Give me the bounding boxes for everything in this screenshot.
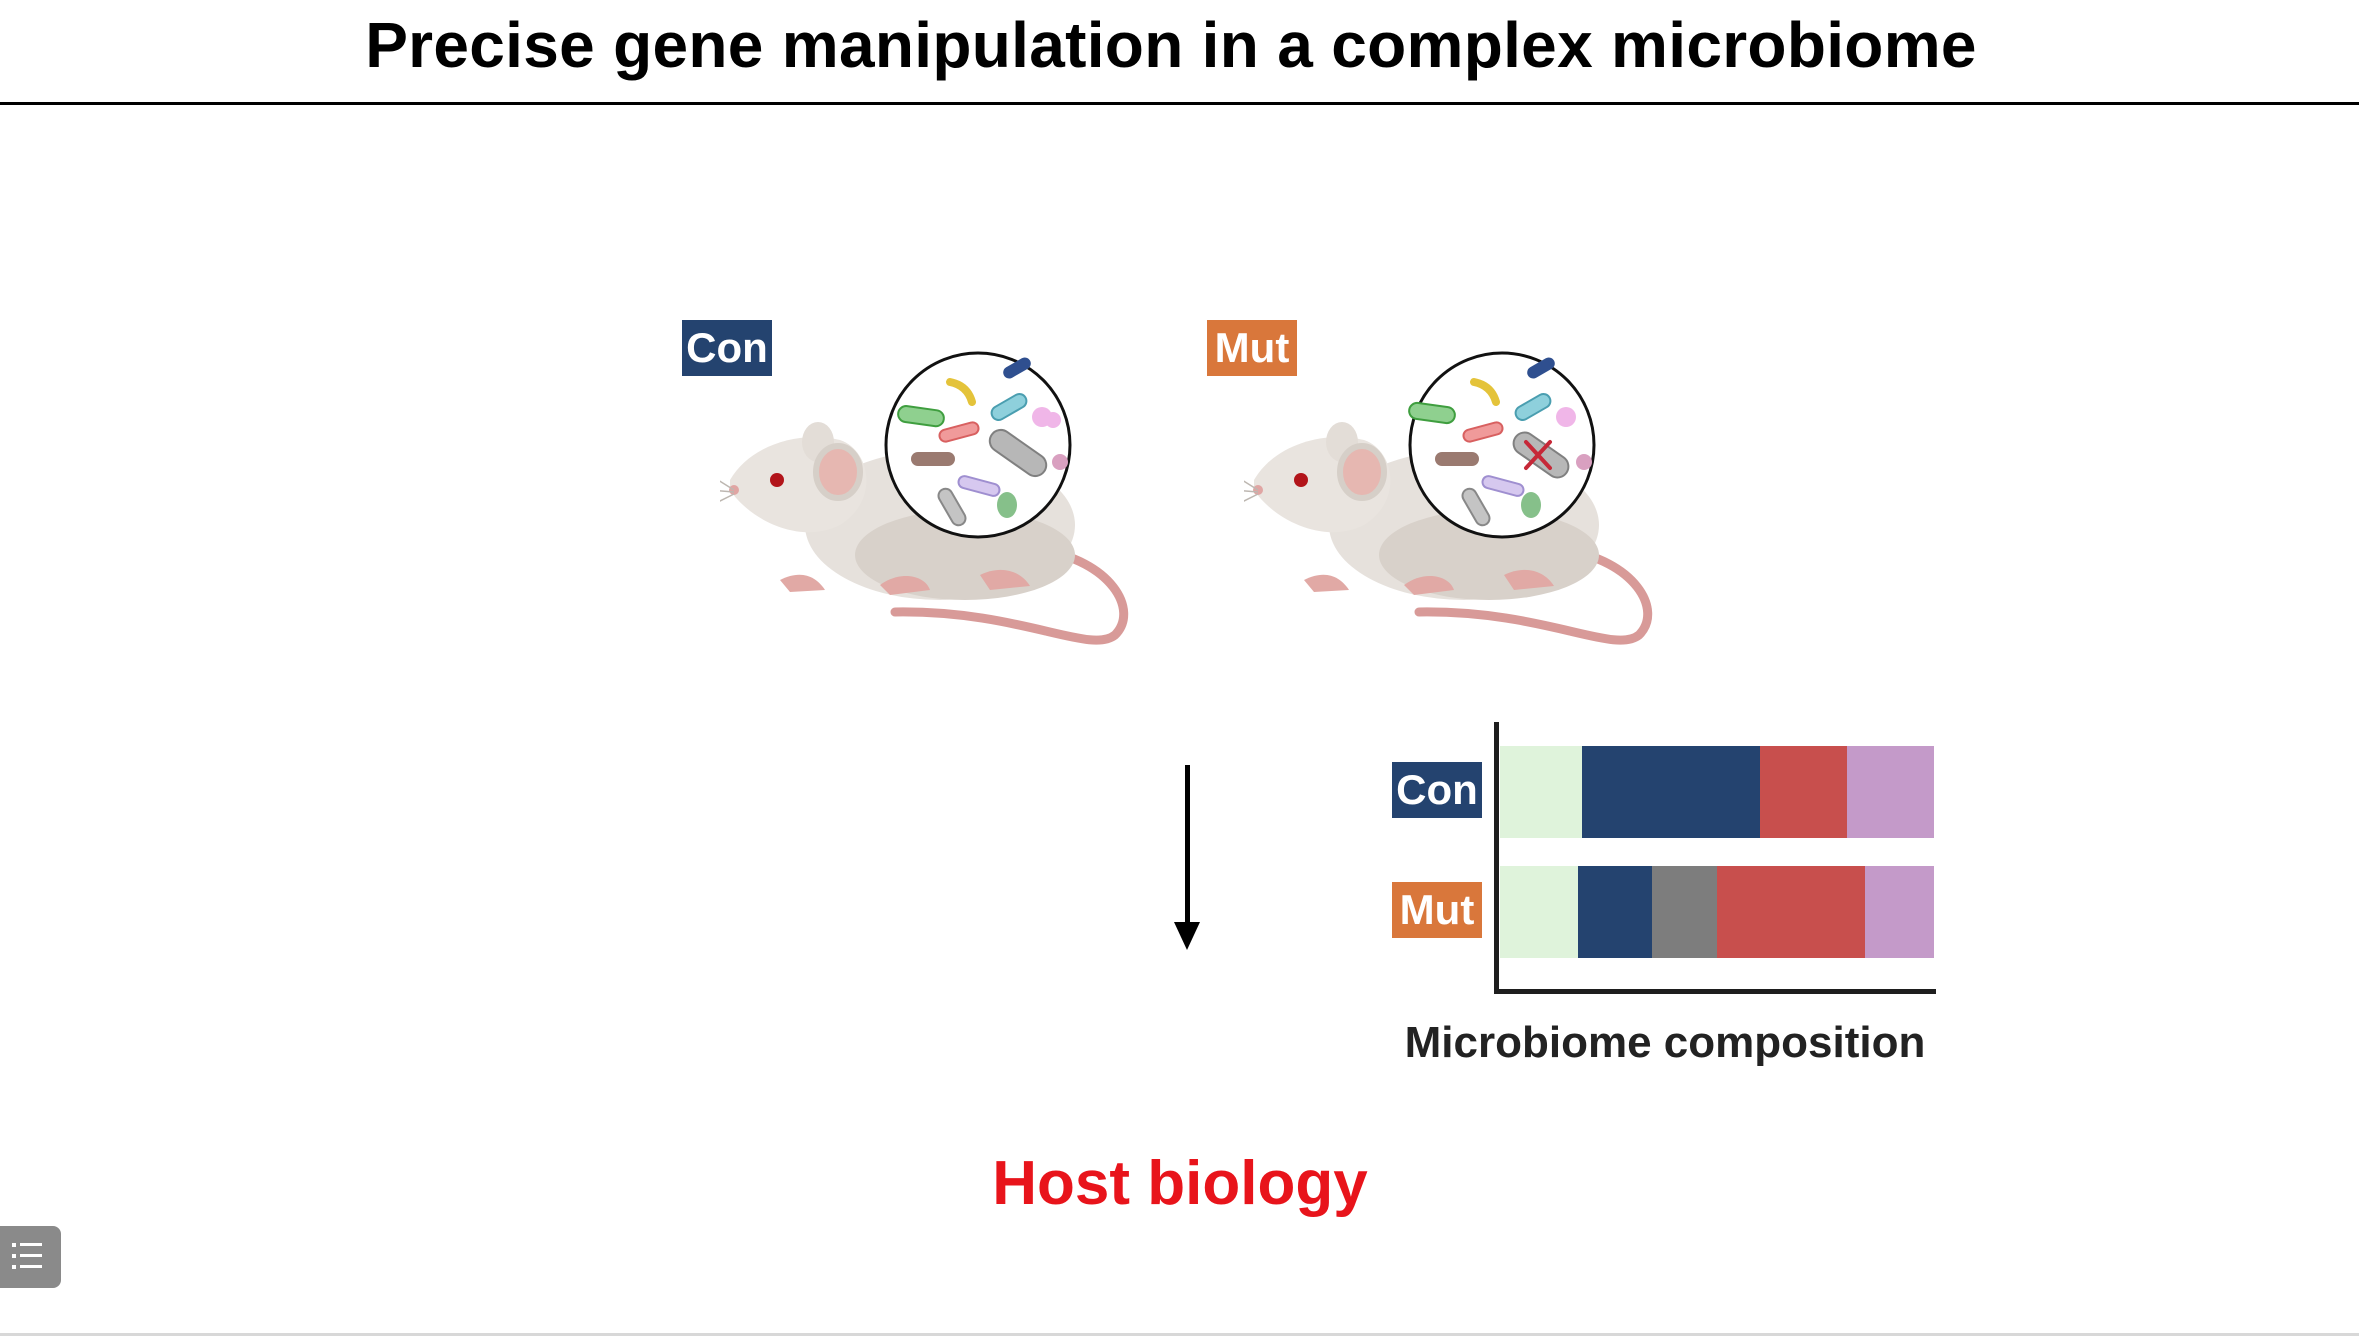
bar-segment bbox=[1651, 866, 1717, 958]
bar-segment bbox=[1582, 746, 1761, 838]
stacked-bar-mut bbox=[1500, 866, 1934, 958]
title-divider bbox=[0, 102, 2359, 105]
bottom-border bbox=[0, 1333, 2359, 1336]
mut-mouse-illustration bbox=[1244, 351, 1653, 645]
bar-segment bbox=[1847, 746, 1934, 838]
bar-segment bbox=[1864, 866, 1934, 958]
host-biology-label: Host biology bbox=[992, 1149, 1368, 1218]
bar-segment bbox=[1500, 866, 1579, 958]
chart-category-label: Con bbox=[1392, 762, 1482, 818]
chart-x-label: Microbiome composition bbox=[1404, 1018, 1926, 1067]
list-menu-button[interactable] bbox=[0, 1226, 61, 1288]
deleted-gene-cross-icon bbox=[1524, 440, 1552, 470]
bar-segment bbox=[1760, 746, 1848, 838]
con-mouse-illustration bbox=[720, 351, 1129, 645]
microbiome-magnifier-icon bbox=[884, 351, 1072, 539]
bar-segment bbox=[1500, 746, 1583, 838]
bar-segment bbox=[1716, 866, 1865, 958]
stacked-bar-con bbox=[1500, 746, 1934, 838]
slide-title: Precise gene manipulation in a complex m… bbox=[365, 9, 1977, 81]
list-menu-icon bbox=[12, 1243, 42, 1269]
chart-category-label: Mut bbox=[1392, 882, 1482, 938]
bar-segment bbox=[1578, 866, 1652, 958]
microbiome-magnifier-icon bbox=[1408, 351, 1596, 539]
chart-y-axis bbox=[1494, 722, 1499, 994]
mut-tag: Mut bbox=[1207, 320, 1297, 376]
chart-x-axis bbox=[1494, 989, 1936, 994]
con-tag: Con bbox=[682, 320, 772, 376]
